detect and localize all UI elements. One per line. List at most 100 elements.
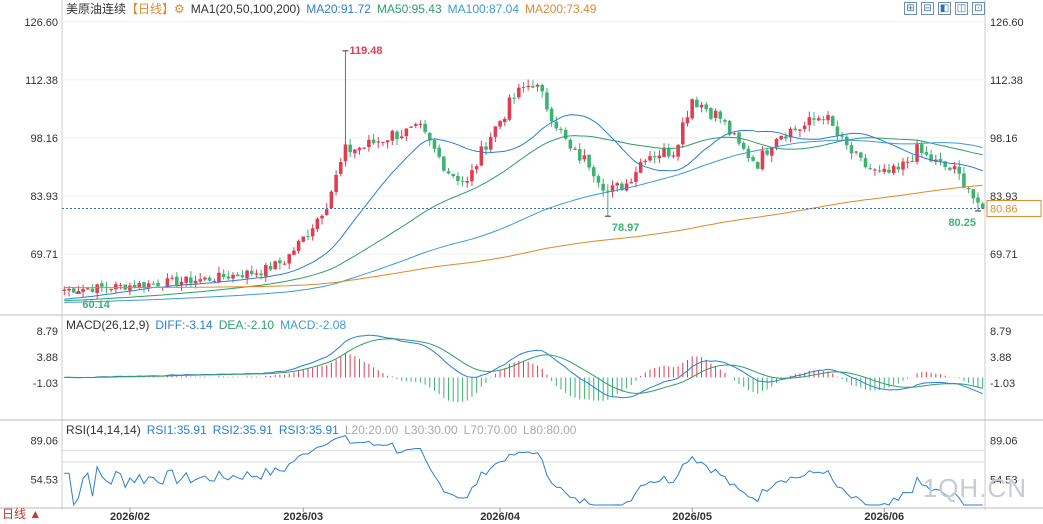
candle-body [962,173,966,188]
candle-body [545,92,549,110]
candle-body [282,263,287,265]
annotation-label: 119.48 [349,45,382,57]
candle-body [409,126,413,128]
candle-body [793,128,798,130]
candle-body [521,87,526,89]
y-tick-right: 98.16 [990,133,1018,145]
candle-body [835,126,840,136]
candle-body [385,140,390,143]
candle-body [910,160,915,162]
instrument-title: 美原油连续 [66,2,127,16]
candle-body [526,85,530,88]
candle-body [292,250,296,255]
candle-body [671,155,676,157]
candle-body [175,276,179,286]
candle-body [296,241,301,251]
candle-body [381,141,385,143]
candle-body [343,144,348,162]
candle-body [601,183,605,191]
rsi-header: RSI(14,14,14) RSI1:35.91 RSI2:35.91 RSI3:35… [66,423,588,437]
candle-body [362,147,366,149]
candle-body [840,135,844,137]
candle-body [540,84,545,92]
candle-body [610,185,615,192]
candle-body [231,274,235,279]
candle-body [100,283,104,287]
candle-body [816,118,821,121]
x-tick-label: 2026/03 [283,511,323,523]
candle-body [189,277,193,284]
candle-body [264,265,268,277]
candle-body [470,170,474,182]
candle-body [273,261,277,270]
macd-item-2: DEA:-2.10 [218,318,275,332]
candle-body [306,235,310,237]
candle-body [502,118,507,123]
candle-body [948,167,952,170]
candle-body [821,119,826,121]
candle-body [193,280,198,284]
x-tick-label: 2026/06 [864,511,904,523]
candle-body [512,97,516,99]
toolbar-button-0[interactable]: ⊞ [904,2,917,15]
candle-body [221,273,226,278]
candle-body [887,169,891,173]
candle-body [919,144,924,154]
candle-body [212,281,217,283]
macd-header: MACD(26,12,9) DIFF:-3.14 DEA:-2.10 MACD:-2.… [66,318,358,332]
candle-body [132,284,137,288]
candle-body [746,148,751,159]
period-label[interactable]: 【日线】 [126,2,175,16]
candle-body [685,117,690,124]
macd-tick-left: 8.79 [37,326,58,338]
dea-line [64,338,983,394]
x-tick-label: 2026/02 [110,511,150,523]
candle-body [235,274,240,277]
candle-body [854,151,858,153]
candle-body [784,136,788,139]
candle-body [905,161,910,163]
candle-body [114,284,118,290]
candle-body [137,283,142,288]
candle-body [259,273,263,276]
rsi-item-0: RSI(14,14,14) [66,423,141,437]
candle-body [938,159,943,162]
candle-body [966,187,971,190]
y-tick-left: 112.38 [25,75,58,87]
candle-body [517,87,521,98]
y-tick-left: 69.71 [30,249,58,261]
candle-body [624,183,629,191]
candle-body [770,147,774,156]
candle-body [559,128,563,130]
macd-item-1: DIFF:-3.14 [155,318,213,332]
candle-body [226,276,231,279]
candle-body [399,136,404,139]
current-price-box [986,199,1042,217]
y-tick-left: 83.93 [30,191,58,203]
candle-body [367,139,371,147]
toolbar-button-1[interactable]: ⊟ [921,2,934,15]
rsi-tick-left: 54.53 [30,474,58,486]
period-footer[interactable]: 日线 ▲ [2,507,42,521]
candle-body [315,218,320,230]
rsi-tick-right: 54.53 [990,474,1018,486]
toolbar-button-2[interactable]: ◧ [938,2,951,15]
candle-body [751,157,755,161]
candle-body [442,156,446,171]
candle-body [718,111,723,119]
macd-tick-right: 8.79 [990,326,1011,338]
candle-body [648,156,652,161]
candle-body [755,162,760,169]
candle-body [451,173,456,177]
toolbar-button-4[interactable]: ⊡ [972,2,985,15]
candle-body [849,145,854,154]
gear-icon[interactable]: ⚙ [174,2,185,16]
candle-body [395,131,399,140]
toolbar-button-3[interactable]: ◫ [955,2,968,15]
candle-body [446,171,451,174]
candle-body [249,270,254,274]
candle-body [484,146,488,150]
rsi-tick-right: 89.06 [990,435,1018,447]
candle-body [606,190,610,192]
candle-body [348,144,352,153]
